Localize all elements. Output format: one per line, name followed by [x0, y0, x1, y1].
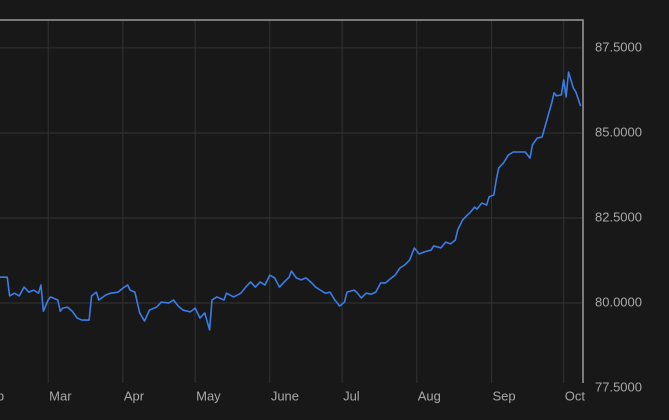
y-tick-label: 82.5000 [595, 209, 642, 224]
plot [0, 71, 582, 331]
x-tick-label: Aug [418, 388, 441, 403]
data-line [0, 71, 582, 331]
x-tick-label: Feb [0, 388, 4, 403]
y-tick-label: 85.0000 [595, 124, 642, 139]
x-tick-label: Oct [565, 388, 586, 403]
x-tick-label: Mar [49, 388, 72, 403]
plot-border [0, 19, 584, 383]
x-tick-label: Jul [343, 388, 360, 403]
y-tick-label: 80.0000 [595, 294, 642, 309]
x-tick-label: Sep [492, 388, 515, 403]
x-tick-label: June [271, 388, 299, 403]
y-tick-label: 77.5000 [595, 380, 642, 395]
x-tick-label: Apr [124, 388, 145, 403]
labels: 77.5000 80.0000 82.5000 85.0000 87.5000 Feb Ma… [0, 39, 642, 403]
y-tick-label: 87.5000 [595, 39, 642, 54]
x-tick-label: May [196, 388, 221, 403]
